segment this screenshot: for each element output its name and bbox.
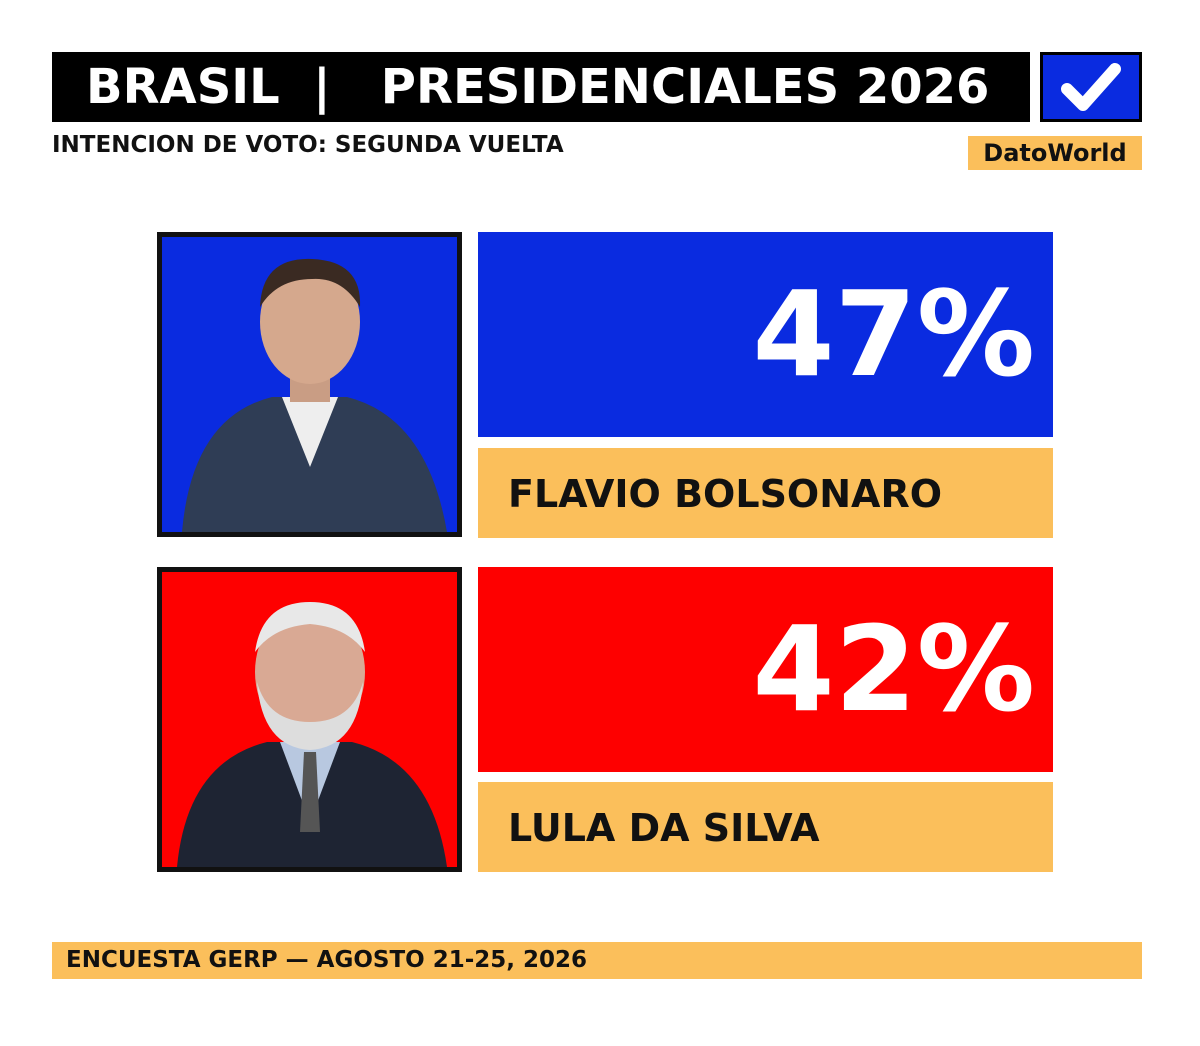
- footer: ENCUESTA GERP — AGOSTO 21-25, 2026: [52, 942, 1142, 979]
- check-mark: [1061, 63, 1121, 111]
- title-bar: BRASIL | PRESIDENCIALES 2026: [52, 52, 1030, 122]
- candidate-photo: [157, 567, 462, 872]
- candidate-name: LULA DA SILVA: [478, 782, 1053, 872]
- brand: DatoWorld: [968, 136, 1142, 170]
- subtitle: INTENCION DE VOTO: SEGUNDA VUELTA: [52, 132, 564, 158]
- percent-bar: 42%: [478, 567, 1053, 772]
- percent-bar: 47%: [478, 232, 1053, 437]
- candidate-name: FLAVIO BOLSONARO: [478, 448, 1053, 538]
- portrait: [182, 258, 447, 532]
- portrait: [177, 602, 447, 867]
- candidate-photo: [157, 232, 462, 537]
- check-icon: [1040, 52, 1142, 122]
